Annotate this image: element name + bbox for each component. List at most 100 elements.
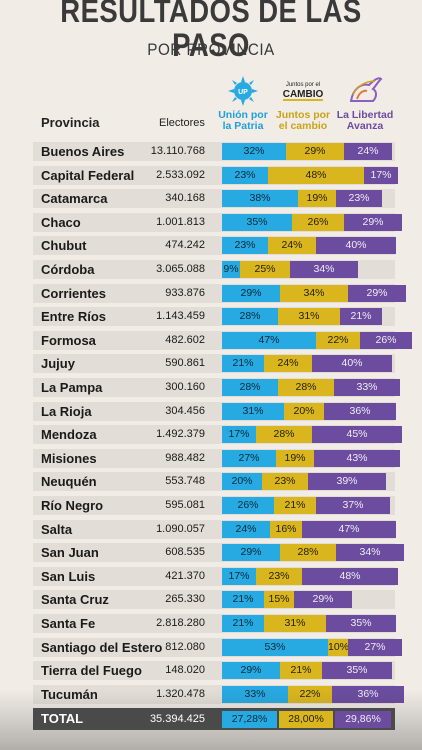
total-label: TOTAL <box>41 711 84 726</box>
bar-segment-up: 53% <box>222 639 328 656</box>
province-name: Mendoza <box>41 427 97 442</box>
bar-segment-jx: 25% <box>240 261 290 278</box>
bar-segment-ll: 40% <box>312 355 392 372</box>
bar-segment-jx: 28% <box>278 379 334 396</box>
electores-value: 608.535 <box>165 546 205 558</box>
bar-segment-up: 24% <box>222 521 270 538</box>
bar-segment-ll: 48% <box>302 568 398 585</box>
bar-segment-up: 21% <box>222 615 264 632</box>
bar-segment-jx: 31% <box>264 615 326 632</box>
bar-segment-up: 26% <box>222 497 274 514</box>
bar-segment-ll: 35% <box>326 615 396 632</box>
electores-value: 2.818.280 <box>156 617 205 629</box>
bar-segment-jx: 23% <box>256 568 302 585</box>
electores-value: 1.492.379 <box>156 428 205 440</box>
bar-segment-jx: 19% <box>298 190 336 207</box>
bar-segment-up: 21% <box>222 355 264 372</box>
juntos-logo-icon: Juntos por el CAMBIO <box>281 74 325 108</box>
province-name: Neuquén <box>41 474 97 489</box>
province-name: La Rioja <box>41 404 92 419</box>
province-name: San Luis <box>41 569 96 584</box>
bar-segment-ll: 29% <box>344 214 402 231</box>
bar-segment-up: 20% <box>222 473 262 490</box>
bar-segment-ll: 26% <box>360 332 412 349</box>
province-name: Catamarca <box>41 191 108 206</box>
electores-value: 304.456 <box>165 405 205 417</box>
electores-value: 148.020 <box>165 664 205 676</box>
province-name: Santiago del Estero <box>41 640 163 655</box>
total-jx: 28,00% <box>279 711 333 728</box>
bar-segment-up: 31% <box>222 403 284 420</box>
bar-segment-ll: 43% <box>314 450 400 467</box>
bar-segment-up: 21% <box>222 591 264 608</box>
bar-segment-ll: 35% <box>322 662 392 679</box>
province-name: Entre Ríos <box>41 309 107 324</box>
electores-value: 1.143.459 <box>156 310 205 322</box>
bar-segment-ll: 34% <box>290 261 358 278</box>
electores-value: 340.168 <box>165 192 205 204</box>
total-ll: 29,86% <box>335 711 391 728</box>
bar-segment-up: 38% <box>222 190 298 207</box>
province-name: Tucumán <box>41 687 98 702</box>
bar-segment-ll: 24% <box>344 143 392 160</box>
electores-value: 300.160 <box>165 381 205 393</box>
bar-segment-jx: 15% <box>264 591 294 608</box>
bar-segment-up: 35% <box>222 214 292 231</box>
party-header-jx: Juntos por el CAMBIO Juntos por el cambi… <box>275 74 331 132</box>
province-name: Jujuy <box>41 356 75 371</box>
bar-segment-ll: 34% <box>336 544 404 561</box>
province-name: Capital Federal <box>41 168 135 183</box>
bar-segment-jx: 24% <box>268 237 316 254</box>
party-name-line1: La Libertad <box>336 109 394 121</box>
bar-segment-up: 9% <box>222 261 240 278</box>
bar-segment-up: 27% <box>222 450 276 467</box>
bar-segment-up: 23% <box>222 167 268 184</box>
bar-segment-ll: 45% <box>312 426 402 443</box>
electores-value: 482.602 <box>165 334 205 346</box>
bar-segment-up: 47% <box>222 332 316 349</box>
bar-segment-ll: 33% <box>334 379 400 396</box>
electores-value: 265.330 <box>165 593 205 605</box>
province-name: La Pampa <box>41 380 103 395</box>
electores-value: 553.748 <box>165 475 205 487</box>
bar-segment-jx: 48% <box>268 167 364 184</box>
bar-segment-jx: 16% <box>270 521 302 538</box>
party-name-line1: Unión por <box>218 109 268 121</box>
province-name: Chubut <box>41 238 87 253</box>
electores-value: 13.110.768 <box>150 145 205 157</box>
bar-segment-jx: 24% <box>264 355 312 372</box>
bar-segment-jx: 29% <box>286 143 344 160</box>
bar-segment-jx: 21% <box>274 497 316 514</box>
logo-word: CAMBIO <box>282 89 324 101</box>
electores-value: 595.081 <box>165 499 205 511</box>
bar-segment-jx: 28% <box>280 544 336 561</box>
electores-value: 933.876 <box>165 287 205 299</box>
party-header-up: UP Unión por la Patria <box>218 74 268 132</box>
bar-segment-jx: 22% <box>316 332 360 349</box>
electores-value: 1.320.478 <box>156 688 205 700</box>
bar-segment-ll: 29% <box>294 591 352 608</box>
bar-segment-jx: 23% <box>262 473 308 490</box>
bar-segment-ll: 37% <box>316 497 390 514</box>
electores-value: 590.861 <box>165 357 205 369</box>
bar-segment-up: 23% <box>222 237 268 254</box>
electores-value: 1.090.057 <box>156 523 205 535</box>
total-up: 27,28% <box>222 711 277 728</box>
bar-segment-ll: 36% <box>332 686 404 703</box>
electores-value: 421.370 <box>165 570 205 582</box>
electores-value: 2.533.092 <box>156 169 205 181</box>
party-name-line2: el cambio <box>278 120 328 132</box>
bar-segment-jx: 34% <box>280 285 348 302</box>
bar-segment-ll: 36% <box>324 403 396 420</box>
province-name: Corrientes <box>41 286 107 301</box>
total-electores: 35.394.425 <box>149 713 205 725</box>
party-name-line1: Juntos por <box>275 109 331 121</box>
bar-segment-up: 32% <box>222 143 286 160</box>
bar-segment-jx: 26% <box>292 214 344 231</box>
lion-logo-icon <box>343 74 387 108</box>
bar-segment-up: 17% <box>222 568 256 585</box>
bar-segment-up: 29% <box>222 662 280 679</box>
page-subtitle: POR PROVINCIA <box>147 40 275 59</box>
province-name: Córdoba <box>41 262 95 277</box>
